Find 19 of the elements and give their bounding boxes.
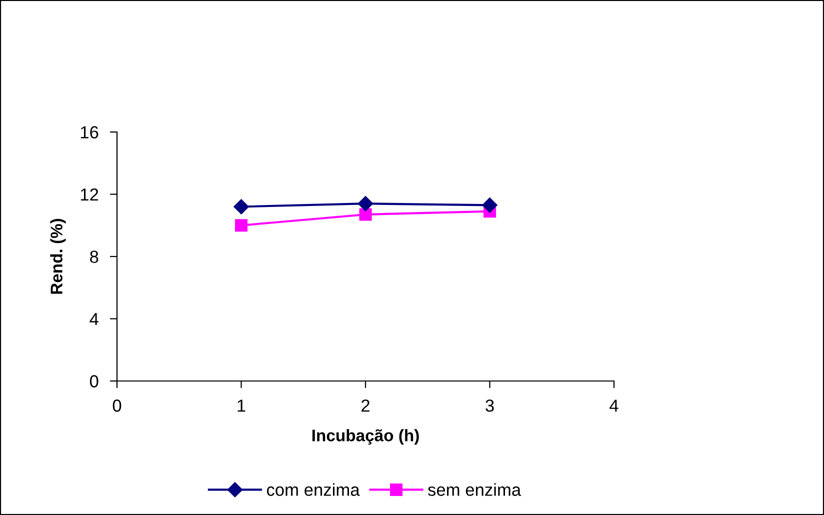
x-tick-label: 3 [486, 400, 494, 412]
y-tick-label: 0 [90, 375, 98, 388]
legend-label: com enzima [266, 483, 360, 496]
y-axis-title: Rend. (%) [50, 218, 66, 294]
point [235, 219, 248, 232]
point [359, 208, 372, 221]
x-tick-label: 1 [238, 400, 246, 412]
y-tick-label: 8 [90, 250, 98, 263]
x-tick-label: 4 [610, 400, 618, 412]
y-tick-label: 12 [80, 188, 98, 201]
y-tick-label: 16 [80, 126, 98, 138]
legend-label: sem enzima [428, 483, 522, 496]
point [234, 199, 249, 214]
x-tick-label: 2 [362, 400, 370, 412]
x-tick-label: 0 [112, 400, 122, 412]
point [482, 198, 498, 213]
x-axis-title: Incubação (h) [312, 429, 419, 445]
y-tick-label: 4 [90, 313, 98, 326]
point [358, 196, 374, 212]
